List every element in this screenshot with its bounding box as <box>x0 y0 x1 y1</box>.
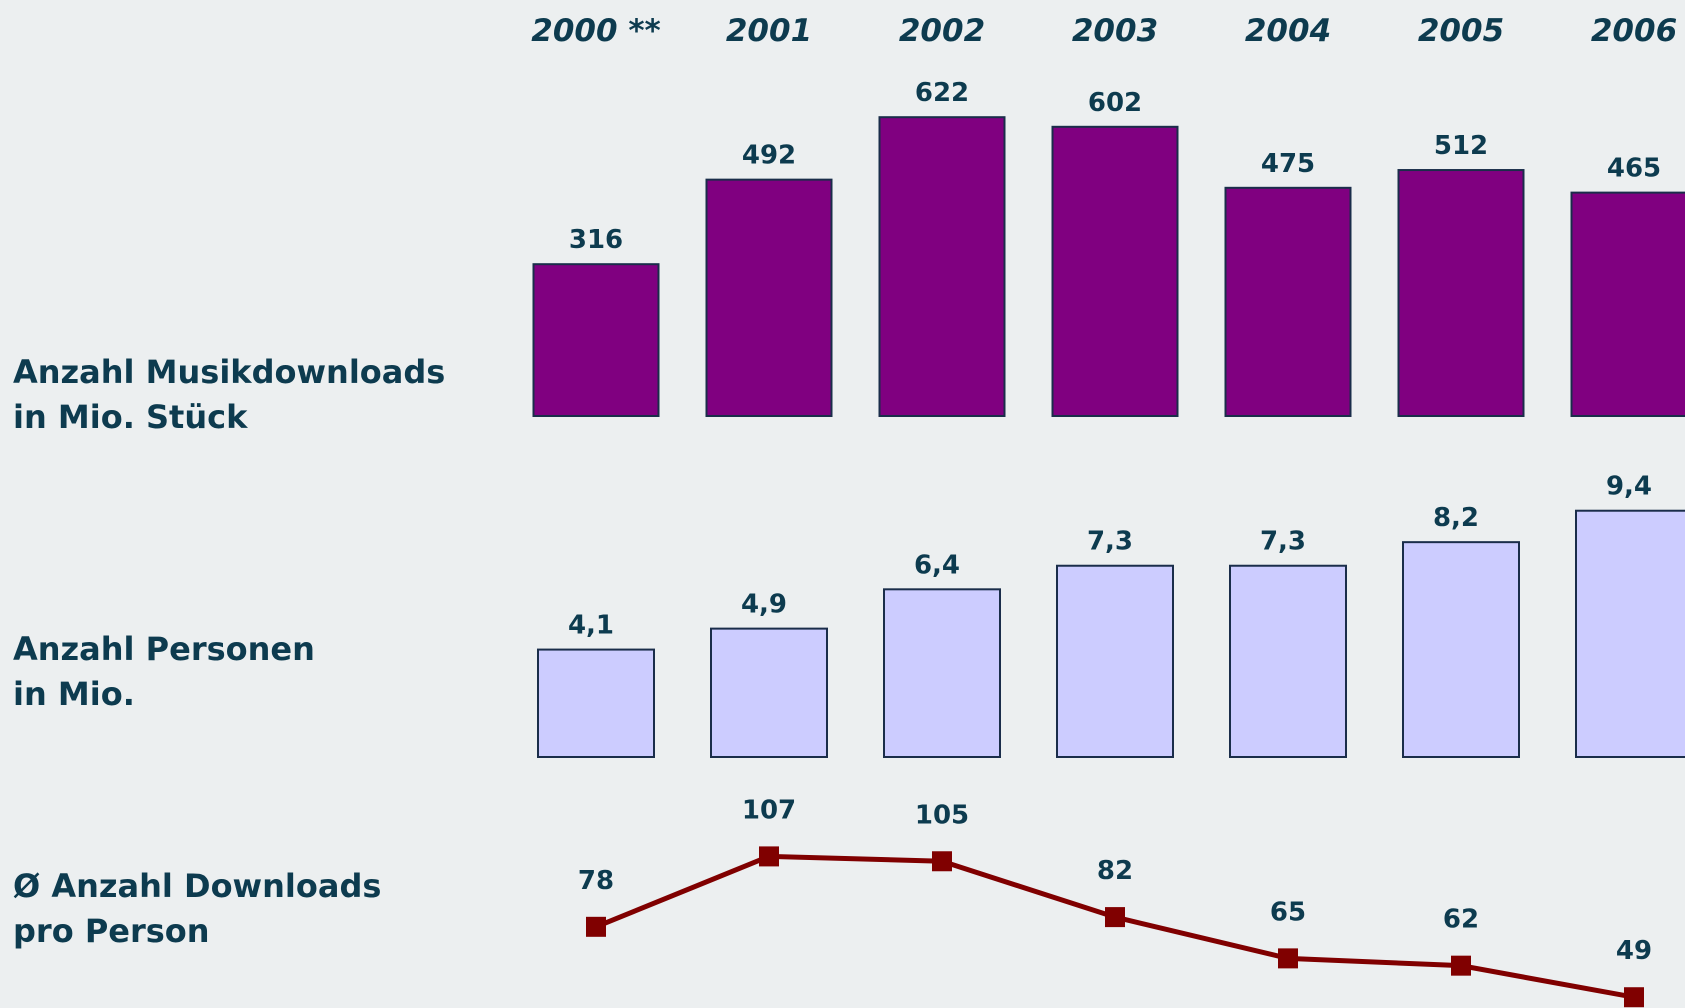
bar <box>1056 564 1174 758</box>
value-label: 107 <box>742 795 796 825</box>
year-label: 2004 <box>1245 13 1331 49</box>
value-label: 492 <box>742 141 796 171</box>
marker <box>759 846 779 867</box>
year-label: 2001 <box>726 13 812 49</box>
year-label: 2003 <box>1072 13 1158 49</box>
marker <box>932 851 952 872</box>
value-label: 105 <box>915 800 969 830</box>
value-label: 475 <box>1261 149 1315 179</box>
bar <box>883 588 1001 758</box>
year-label: 2005 <box>1418 13 1504 49</box>
bar <box>878 116 1006 418</box>
value-label: 82 <box>1097 856 1133 886</box>
row-label: in Mio. <box>13 675 135 713</box>
value-label: 65 <box>1270 897 1306 927</box>
value-label: 9,4 <box>1606 472 1652 502</box>
row-label: pro Person <box>13 912 210 950</box>
value-label: 7,3 <box>1260 527 1306 557</box>
bar <box>705 178 833 417</box>
value-label: 49 <box>1616 936 1652 966</box>
bar <box>1229 564 1347 758</box>
bar <box>710 627 828 758</box>
value-label: 465 <box>1607 154 1661 184</box>
row-label: Anzahl Musikdownloads <box>13 353 445 391</box>
bar <box>1397 169 1525 417</box>
value-label: 4,9 <box>741 590 787 620</box>
marker <box>1278 948 1298 969</box>
value-label: 622 <box>915 78 969 108</box>
value-label: 512 <box>1434 131 1488 161</box>
value-label: 6,4 <box>914 550 960 580</box>
value-label: 4,1 <box>568 611 614 641</box>
value-label: 602 <box>1088 88 1142 118</box>
bar <box>537 648 655 759</box>
marker <box>1624 987 1644 1008</box>
bar <box>1575 509 1685 758</box>
marker <box>1451 955 1471 976</box>
value-label: 316 <box>569 225 623 255</box>
year-label: 2006 <box>1591 13 1677 49</box>
marker <box>1105 907 1125 928</box>
value-label: 7,3 <box>1087 527 1133 557</box>
bar <box>1224 186 1352 417</box>
value-label: 62 <box>1443 905 1479 935</box>
bar <box>1051 125 1179 418</box>
value-label: 8,2 <box>1433 503 1479 533</box>
marker <box>586 916 606 937</box>
bar <box>532 263 660 417</box>
bar <box>1402 541 1520 758</box>
year-label: 2002 <box>899 13 985 49</box>
year-label: 2000 ** <box>531 13 661 49</box>
row-label: Anzahl Personen <box>13 630 315 668</box>
row-label: in Mio. Stück <box>13 398 248 436</box>
bar <box>1570 191 1685 417</box>
row-label: Ø Anzahl Downloads <box>13 867 381 905</box>
value-label: 78 <box>578 866 614 896</box>
